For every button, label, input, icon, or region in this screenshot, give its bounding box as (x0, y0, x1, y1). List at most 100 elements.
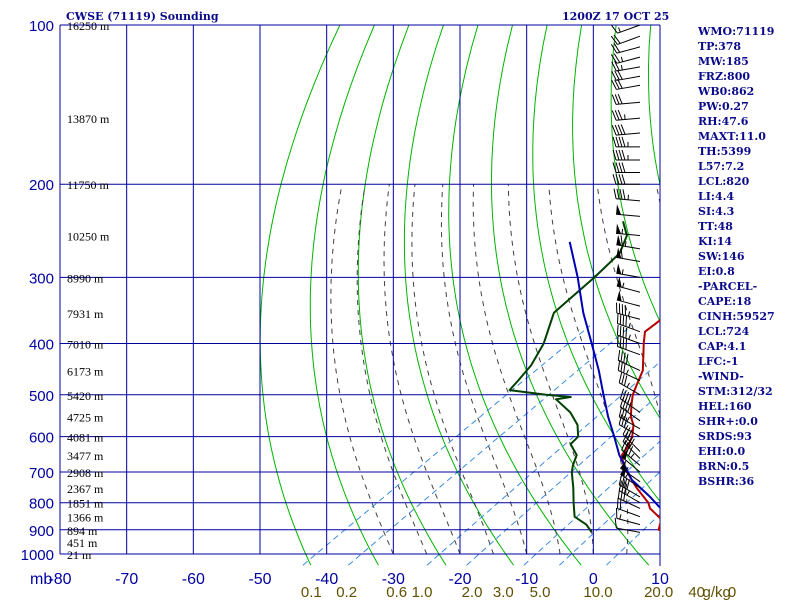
wind-barb-flag (618, 474, 623, 486)
wind-barb-half-flag (620, 56, 624, 62)
wind-barb-flag (622, 315, 625, 326)
wind-barb-half-flag (627, 311, 631, 317)
wind-barb-flag (610, 24, 618, 34)
wind-barb-staff (622, 434, 641, 452)
wind-barb-staff (616, 285, 641, 293)
pressure-tick-label: 100 (29, 18, 54, 35)
pressure-tick-label: 300 (29, 270, 54, 287)
index-item: SI:4.3 (698, 205, 735, 218)
wind-barb-half-flag (624, 466, 629, 472)
wind-barb-flag (621, 162, 626, 173)
wind-barb-flag (617, 93, 623, 105)
wind-barb (611, 60, 641, 72)
wind-barb-flag (612, 149, 617, 161)
wind-barb-flag (612, 174, 617, 185)
wind-barb-half-flag (619, 514, 622, 520)
temperature-tick-label: -10 (515, 571, 538, 588)
wind-barb-staff (617, 35, 641, 45)
wind-barb-flag (620, 235, 623, 246)
wind-barb (616, 324, 641, 344)
index-item: MW:185 (698, 55, 749, 68)
wind-barb-flag (617, 78, 623, 89)
wind-barb-flag (618, 406, 623, 417)
wind-barb-flag (622, 338, 625, 349)
wind-barb (616, 290, 641, 307)
mixing-ratio-label: 40 (688, 584, 705, 600)
index-item: CINH:59527 (698, 310, 775, 323)
height-label: 8990 m (67, 271, 104, 285)
wind-barb-flag (627, 393, 632, 404)
wind-barb-flag (616, 313, 619, 324)
wind-barb-flag (613, 34, 621, 44)
index-item: BRN:0.5 (698, 460, 750, 473)
wind-barb (618, 474, 641, 498)
dry-adiabat-line (448, 25, 582, 566)
wind-barb-flag (623, 417, 628, 428)
wind-barb-flag (614, 110, 620, 121)
dry-adiabat-line (490, 25, 650, 566)
wind-barb-flag (611, 70, 617, 81)
wind-barb-staff (622, 441, 641, 459)
wind-barb-flag (617, 124, 623, 135)
wind-barb-flag (610, 43, 618, 54)
wind-barb (611, 93, 641, 105)
wind-barb-flag (614, 60, 620, 71)
wind-barb-flag (623, 362, 626, 374)
wind-barb-flag (615, 149, 620, 161)
index-item: LCL:724 (698, 325, 750, 338)
wind-barb-flag (621, 415, 625, 427)
height-label: 4725 m (67, 411, 104, 425)
index-item: LCL:820 (698, 175, 750, 188)
wind-barb-half-flag (626, 490, 630, 496)
index-item: L57:7.2 (698, 160, 745, 173)
mixing-ratio-label: g/kg (702, 584, 730, 600)
height-labels: 16250 m 13870 m 11750 m 10250 m 8990 m 7931 m… (67, 19, 110, 562)
index-item: EI:0.8 (698, 265, 735, 278)
temperature-tick-label: -20 (448, 571, 471, 588)
wind-barb-flag (614, 517, 617, 529)
wind-barb (616, 223, 641, 237)
wind-barb-flag (619, 499, 622, 510)
mixing-ratio-label: 2.0 (462, 584, 483, 600)
wind-barb-staff (620, 398, 641, 413)
wind-barb-half-flag (628, 334, 631, 340)
wind-barb (611, 109, 641, 121)
wind-barb (618, 372, 641, 396)
wind-barb-staff (618, 484, 641, 498)
height-label: 1851 m (67, 497, 104, 511)
wind-barb-staff (618, 497, 641, 509)
pressure-tick-label: 700 (29, 465, 54, 482)
wind-barb-pennant (616, 234, 622, 246)
wind-barb (617, 350, 641, 372)
index-item: KI:14 (698, 235, 733, 248)
wind-barb-flag (622, 326, 625, 338)
wind-barbs (610, 24, 641, 533)
wind-barb-flag (625, 327, 628, 339)
wind-barb-staff (618, 416, 641, 430)
wind-barb-staff (616, 213, 641, 217)
wind-barb-flag (612, 136, 617, 148)
sounding-profiles (508, 221, 660, 533)
stability-indices-panel: WMO:71119 TP:378 MW:185 FRZ:800 WB0:862 PW:0.… (698, 24, 775, 489)
wind-barb-pennant (620, 459, 627, 471)
index-item: SHR+:0.0 (698, 415, 758, 428)
wind-barb-pennant (616, 263, 622, 275)
wind-barb-flag (612, 162, 617, 173)
wind-barb (620, 459, 641, 483)
pressure-tick-labels: 100 200 300 400 500 600 700 800 900 1000 (21, 18, 54, 564)
wind-barb-half-flag (618, 27, 621, 33)
wind-barb-pennant (621, 448, 629, 460)
wind-barb-half-flag (626, 416, 630, 422)
mixing-ratio-line (559, 471, 660, 566)
height-label: 6173 m (67, 365, 104, 379)
moist-adiabat-line (411, 184, 494, 555)
wind-barb-staff (617, 346, 641, 356)
wind-barb-flag (621, 174, 626, 185)
height-label: 16250 m (67, 19, 110, 33)
wind-barb-flag (627, 402, 632, 413)
pressure-tick-label: 400 (29, 336, 54, 353)
wind-barb-flag (615, 174, 620, 185)
wind-barb (622, 425, 641, 452)
wind-barb-staff (617, 24, 641, 34)
wind-barb (610, 53, 641, 64)
